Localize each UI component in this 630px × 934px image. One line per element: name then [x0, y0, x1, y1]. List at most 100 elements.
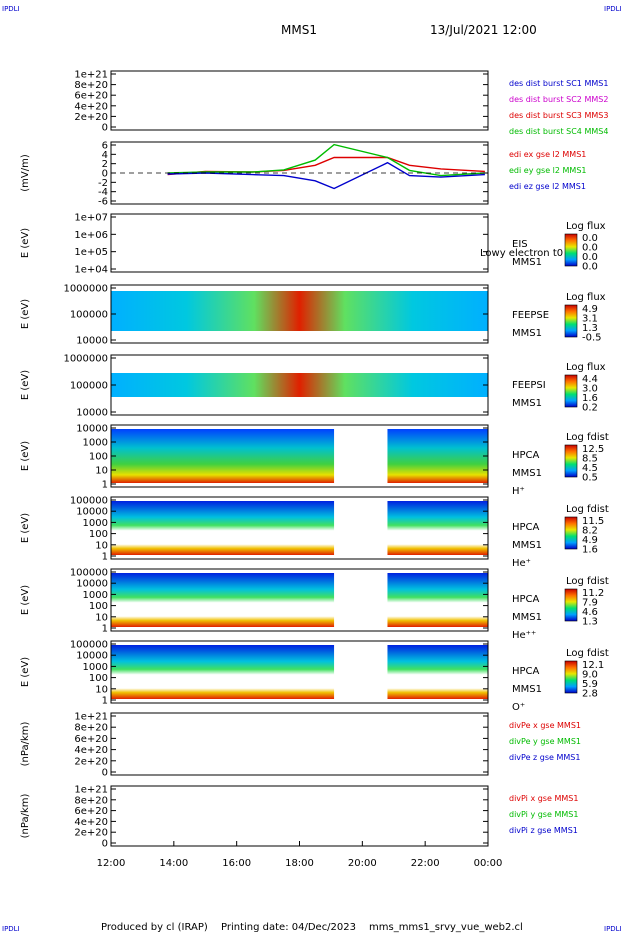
hpca-spectrogram-right [387, 501, 488, 555]
y-tick-label: 6e+20 [74, 806, 108, 817]
static-text-layer: IPDLI IPDLI IPDLI IPDLI MMS1 13/Jul/2021… [2, 5, 622, 933]
colorbar-value: 2.8 [582, 689, 598, 700]
hpca-spectrogram-right [387, 645, 488, 699]
instrument-label: HPCA [512, 594, 540, 605]
y-tick-label: 10 [95, 540, 108, 551]
instrument-label: MMS1 [512, 540, 542, 551]
y-tick-label: 8e+20 [74, 795, 108, 806]
y-tick-label: 10 [95, 466, 108, 477]
colorbar-value: 9.0 [582, 670, 598, 681]
y-tick-label: 1000 [83, 590, 108, 601]
y-tick-label: 100000 [70, 496, 108, 507]
panel-frame [110, 213, 489, 273]
y-tick-label: 10000 [76, 507, 108, 518]
hpca-spectrogram-right [387, 429, 488, 483]
instrument-label: HPCA [512, 666, 540, 677]
y-axis-label: (nPa/km) [20, 722, 31, 767]
y-tick-label: 1e+21 [74, 712, 108, 723]
colorbar-value: 0.5 [582, 473, 598, 484]
colorbar [564, 374, 578, 408]
instrument-label: He⁺⁺ [512, 630, 536, 641]
y-tick-label: 1 [102, 480, 108, 491]
y-tick-label: 100 [89, 601, 108, 612]
y-tick-label: -4 [98, 187, 108, 198]
y-tick-label: 100000 [70, 640, 108, 651]
y-tick-label: 10000 [76, 336, 108, 347]
y-tick-label: 100 [89, 529, 108, 540]
colorbar [564, 660, 578, 694]
overlay-label: Lowy electron t0 [480, 248, 563, 259]
x-tick-label: 18:00 [285, 858, 314, 869]
x-axis: 12:00 14:00 16:00 18:00 20:00 22:00 00:00 [97, 841, 503, 869]
colorbar-value: 0.0 [582, 252, 598, 263]
instrument-label: EIS [512, 239, 528, 250]
colorbar-value: 4.5 [582, 463, 598, 474]
y-tick-label: 10000 [76, 424, 108, 435]
series-line-1 [167, 143, 485, 177]
legend-entry: divPe x gse MMS1 [509, 721, 581, 730]
corner-label-bottom-left: IPDLI [2, 925, 20, 933]
legend-entry: divPe z gse MMS1 [509, 753, 580, 762]
panel-frame [110, 712, 489, 776]
colorbar-value: 1.6 [582, 393, 598, 404]
y-tick-label: 1000 [83, 438, 108, 449]
instrument-label: MMS1 [512, 612, 542, 623]
colorbar-value: 8.2 [582, 526, 598, 537]
instrument-label: O⁺ [512, 702, 525, 713]
y-tick-label: 2e+20 [74, 828, 108, 839]
x-tick-label: 00:00 [474, 858, 503, 869]
y-axis-label: E (eV) [20, 513, 31, 543]
y-tick-label: 10000 [76, 651, 108, 662]
footer-file: mms_mms1_srvy_vue_web2.cl [369, 922, 523, 933]
y-axis-label: E (eV) [20, 228, 31, 258]
instrument-label: HPCA [512, 450, 540, 461]
y-tick-label: 1e+21 [74, 785, 108, 796]
colorbar-value: 1.3 [582, 323, 598, 334]
y-axis-label: E (eV) [20, 370, 31, 400]
legend-entry: divPe y gse MMS1 [509, 737, 581, 746]
footer-produced: Produced by cl (IRAP) [101, 922, 208, 933]
colorbar-value: 0.0 [582, 262, 598, 273]
x-tick-label: 16:00 [222, 858, 251, 869]
y-tick-label: 1e+05 [74, 247, 108, 258]
colorbar-value: 3.1 [582, 314, 598, 325]
colorbar-value: 7.9 [582, 598, 598, 609]
colorbar-title: Log fdist [566, 432, 609, 443]
instrument-label: FEEPSI [512, 380, 546, 391]
instrument-label: H⁺ [512, 486, 525, 497]
y-tick-label: 100000 [70, 381, 108, 392]
colorbar-value: 8.5 [582, 454, 598, 465]
colorbar-value: 11.2 [582, 588, 604, 599]
y-tick-label: -2 [98, 178, 108, 189]
colorbar-value: 4.9 [582, 535, 598, 546]
y-tick-label: 100 [89, 673, 108, 684]
corner-label-top-right: IPDLI [604, 5, 622, 13]
instrument-label: HPCA [512, 522, 540, 533]
colorbar-title: Log flux [566, 362, 606, 373]
y-tick-label: 6 [102, 141, 108, 152]
colorbar-value: 0.2 [582, 403, 598, 414]
colorbar-value: 3.0 [582, 384, 598, 395]
colorbar-value: 0.0 [582, 233, 598, 244]
y-tick-label: 4 [102, 150, 108, 161]
colorbar-value: 12.5 [582, 444, 604, 455]
legend-entry: divPi z gse MMS1 [509, 826, 578, 835]
panel-frame [110, 640, 489, 704]
colorbar [564, 233, 578, 267]
legend-entry: divPi x gse MMS1 [509, 794, 578, 803]
y-axis-label: E (eV) [20, 299, 31, 329]
y-tick-label: 1 [102, 552, 108, 563]
y-tick-label: 1e+07 [74, 213, 108, 224]
y-tick-label: 0 [102, 768, 108, 779]
colorbar-value: 4.6 [582, 607, 598, 618]
y-tick-label: 1 [102, 624, 108, 635]
y-axis-label: (nPa/km) [20, 794, 31, 839]
y-tick-label: 2 [102, 159, 108, 170]
feepse-spectrogram [111, 291, 488, 331]
y-tick-label: 4e+20 [74, 101, 108, 112]
